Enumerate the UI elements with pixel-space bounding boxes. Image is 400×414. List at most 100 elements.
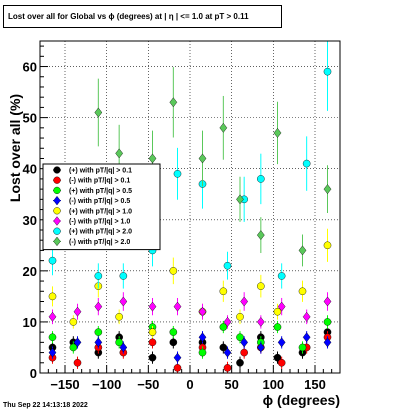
legend-box (42, 163, 161, 251)
legend-marker (53, 176, 61, 184)
data-point (115, 338, 123, 347)
data-point (169, 328, 178, 336)
data-point (69, 343, 78, 352)
legend-label: (+) with pT/|q| > 1.0 (69, 208, 132, 215)
data-point (323, 67, 332, 76)
data-point (257, 282, 265, 290)
data-point (277, 358, 286, 367)
data-point (236, 333, 244, 342)
data-point (173, 364, 182, 372)
data-point (277, 301, 286, 312)
legend-marker (53, 186, 61, 195)
legend-marker (53, 195, 61, 206)
data-point (94, 272, 103, 280)
data-point (198, 348, 207, 357)
data-point (236, 358, 244, 367)
data-point (273, 323, 282, 331)
data-point (302, 159, 311, 168)
data-point (219, 122, 228, 133)
y-tick-label: 50 (23, 111, 37, 126)
data-point (169, 338, 178, 347)
data-point (323, 241, 332, 250)
data-point (48, 292, 57, 301)
data-point (302, 332, 311, 343)
data-point (277, 272, 286, 280)
data-point (298, 287, 307, 296)
data-point (273, 307, 282, 316)
x-tick-label: −50 (137, 377, 159, 392)
data-point (173, 352, 182, 363)
legend-label: (+) with pT/|q| > 2.0 (69, 229, 132, 236)
data-point (94, 328, 103, 336)
data-point (223, 316, 232, 327)
legend-marker (53, 227, 61, 235)
legend-marker (53, 216, 61, 226)
legend-label: (-) with pT/|q| > 2.0 (69, 239, 130, 246)
data-point (94, 337, 103, 348)
data-point (169, 97, 178, 108)
data-point (323, 184, 332, 195)
legend-marker (53, 166, 61, 174)
y-tick-label: 10 (23, 315, 37, 330)
y-tick-label: 40 (23, 162, 37, 177)
data-point (298, 245, 307, 256)
data-point (169, 267, 178, 275)
data-point (198, 306, 207, 317)
y-axis-label: Lost over all (%) (7, 94, 23, 202)
data-point (173, 301, 182, 312)
data-point (73, 337, 82, 348)
data-point (48, 256, 57, 265)
data-point (148, 328, 157, 336)
x-tick-label: 50 (224, 377, 238, 392)
data-point (240, 348, 248, 357)
x-tick-label: −150 (50, 377, 79, 392)
footer-date: Thu Sep 22 14:13:18 2022 (3, 402, 88, 409)
data-point (298, 343, 307, 352)
data-point (119, 342, 128, 353)
data-point (273, 128, 282, 138)
legend-label: (-) with pT/|q| > 1.0 (69, 219, 130, 226)
data-point (302, 311, 311, 322)
legend: (+) with pT/|q| > 0.1 (-) with pT/|q| > 0… (42, 163, 161, 251)
data-point (119, 296, 128, 307)
y-tick-label: 30 (23, 213, 37, 228)
data-point (256, 316, 265, 327)
data-point (240, 296, 249, 307)
data-point (277, 337, 286, 348)
data-point (94, 107, 103, 118)
data-point (236, 194, 244, 205)
data-point (223, 261, 232, 270)
data-point (73, 358, 82, 367)
data-point (173, 169, 182, 178)
x-tick-label: −100 (92, 377, 121, 392)
data-point (219, 323, 228, 331)
data-point (115, 148, 124, 159)
data-point (115, 313, 123, 321)
y-tick-label: 20 (23, 264, 37, 279)
data-point (48, 311, 57, 322)
series-5 (48, 292, 332, 329)
data-point (148, 301, 157, 312)
axis-ticks: −150 −100 −50 0 50 100 150 0 10 20 30 40 50 60 (23, 45, 333, 392)
data-point (48, 347, 57, 358)
data-point (94, 301, 103, 312)
x-tick-label: 100 (262, 377, 284, 392)
data-point (323, 318, 332, 326)
data-point (236, 313, 244, 321)
data-point (148, 338, 157, 347)
x-tick-label: 150 (304, 377, 326, 392)
data-point (219, 343, 228, 352)
data-point (69, 318, 78, 326)
data-point (323, 296, 332, 307)
data-point (119, 272, 128, 280)
data-point (148, 153, 157, 164)
y-tick-label: 60 (23, 60, 37, 75)
data-point (223, 364, 232, 372)
data-point (323, 337, 332, 348)
legend-label: (-) with pT/|q| > 0.1 (69, 178, 130, 185)
legend-label: (+) with pT/|q| > 0.5 (69, 188, 132, 195)
data-point (240, 337, 249, 348)
data-point (219, 287, 228, 296)
x-tick-label: 0 (186, 377, 193, 392)
